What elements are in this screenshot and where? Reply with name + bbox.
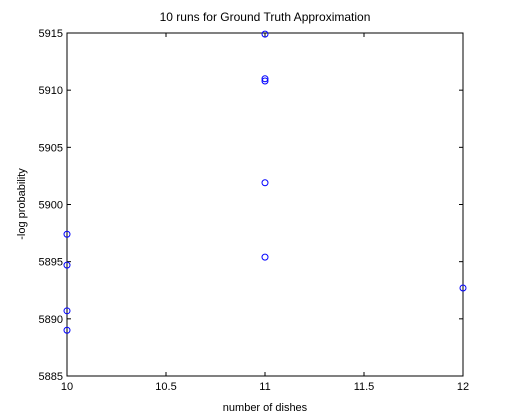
data-point xyxy=(261,30,269,38)
plot-area xyxy=(66,32,464,377)
y-tick-label: 5885 xyxy=(39,371,63,383)
data-point xyxy=(63,230,71,238)
y-tick-label: 5905 xyxy=(39,142,63,154)
x-axis-label: number of dishes xyxy=(223,402,308,414)
y-tick-label: 5915 xyxy=(39,28,63,40)
x-tick-label: 11.5 xyxy=(354,381,375,393)
y-axis-label: -log probability xyxy=(16,168,28,240)
data-point xyxy=(63,307,71,315)
data-point xyxy=(63,326,71,334)
axis-ticks xyxy=(66,32,464,377)
y-tick-label: 5890 xyxy=(39,314,63,326)
y-tick-label: 5910 xyxy=(39,85,63,97)
data-point xyxy=(261,75,269,83)
axis-tick-labels: 10 10.5 11 11.5 12 5885 5890 5895 5900 5905 5910 59… xyxy=(39,28,470,393)
x-tick-label: 11 xyxy=(259,381,270,393)
data-point xyxy=(261,179,269,187)
data-point xyxy=(261,253,269,261)
x-tick-label: 10 xyxy=(61,381,73,393)
chart-title: 10 runs for Ground Truth Approximation xyxy=(160,10,371,24)
x-tick-label: 12 xyxy=(457,381,469,393)
data-point xyxy=(459,284,467,292)
x-tick-label: 10.5 xyxy=(155,381,176,393)
data-point xyxy=(63,261,71,269)
data-points xyxy=(63,30,467,334)
y-tick-label: 5895 xyxy=(39,257,63,269)
data-point xyxy=(261,77,269,85)
y-tick-label: 5900 xyxy=(39,200,63,212)
